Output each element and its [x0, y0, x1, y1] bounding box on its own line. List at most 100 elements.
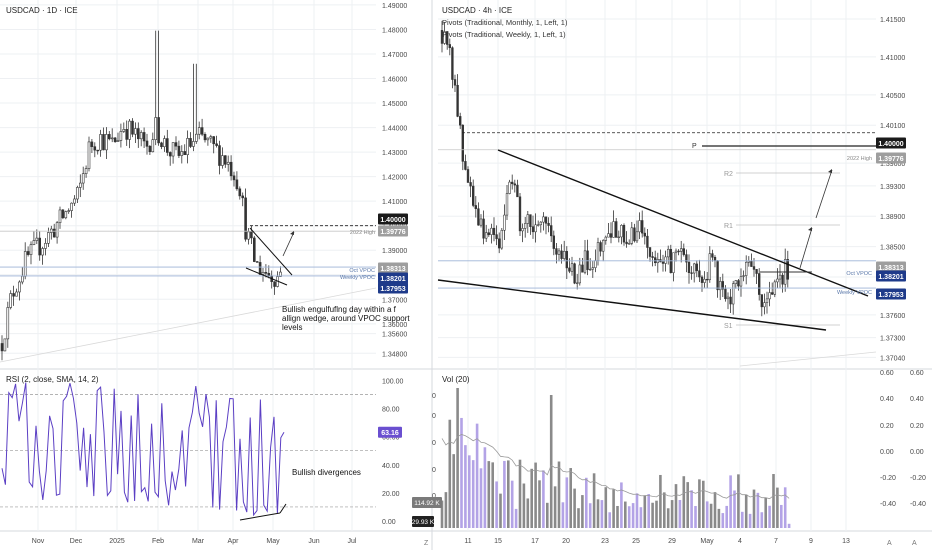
daily-candle-body — [171, 142, 175, 157]
h4-candle-body — [568, 267, 571, 272]
daily-candle-body — [279, 271, 282, 277]
h4-candle-body — [555, 248, 558, 255]
daily-candle-body — [180, 151, 184, 156]
h4-candle-body — [758, 273, 761, 295]
h4-candle-body — [550, 225, 553, 237]
daily-y-tick-label: 1.42000 — [382, 175, 407, 182]
volume-bar — [686, 482, 689, 528]
volume-bar — [627, 506, 631, 528]
daily-candle-body — [244, 197, 247, 240]
daily-candle-body — [99, 134, 102, 151]
daily-candle-body — [67, 210, 70, 212]
h4-candle-body — [526, 214, 529, 224]
h4-projection-arrow-2 — [815, 169, 833, 219]
volume-bar — [655, 500, 658, 528]
bottom-z-label[interactable]: Z — [424, 540, 429, 547]
daily-y-tick-label: 1.41000 — [382, 199, 407, 206]
daily-candle-body — [238, 188, 242, 197]
volume-bar — [678, 500, 682, 528]
volume-bar — [612, 489, 615, 528]
bottom-a-label[interactable]: A — [887, 540, 892, 547]
h4-candle-body — [443, 31, 446, 44]
h4-candle-body — [638, 220, 641, 233]
h4-candle-body — [672, 252, 675, 273]
daily-candle-body — [247, 231, 250, 240]
h4-candle-body — [716, 260, 719, 291]
daily-candle-body — [151, 139, 155, 153]
daily-candle-body — [273, 281, 276, 287]
h4-arrow-head-2 — [828, 169, 832, 173]
h4-candle-body — [492, 227, 496, 235]
volume-bar — [596, 499, 600, 528]
h4-candle-body — [739, 276, 743, 287]
daily-candle-body — [47, 232, 50, 244]
volume-bar — [616, 505, 619, 528]
daily-price-tag: 1.40000 — [380, 217, 405, 224]
h4-candle-body — [594, 260, 597, 268]
daily-price-tag: 1.38313 — [380, 266, 405, 273]
h4-candle-body — [786, 259, 789, 280]
h4-candle-body — [581, 264, 584, 273]
daily-candle-body — [6, 307, 10, 340]
h4-candle-body — [469, 182, 472, 187]
h4-candle-body — [674, 250, 678, 254]
daily-wedge-upper-line — [249, 227, 293, 276]
h4-candle-body — [633, 227, 636, 242]
h4-candle-body — [570, 263, 574, 272]
daily-x-tick-label: Apr — [228, 538, 240, 545]
daily-candle-body — [145, 140, 149, 147]
volume-bar — [542, 470, 545, 528]
daily-candle-body — [15, 291, 18, 297]
daily-candle-body — [38, 237, 42, 256]
h4-candle-body — [521, 228, 524, 232]
volume-bar — [530, 468, 533, 528]
h4-candle-body — [693, 263, 696, 274]
h4-candle-body — [708, 253, 711, 280]
h4-candle-body — [583, 250, 587, 273]
h4-candle-body — [589, 268, 592, 271]
daily-candle-body — [177, 145, 181, 156]
volume-bar — [729, 475, 732, 528]
h4-candle-body — [557, 250, 561, 255]
daily-candle-body — [212, 136, 215, 145]
daily-y-tick-label: 1.45000 — [382, 101, 407, 108]
daily-candle-body — [261, 271, 265, 275]
daily-y-tick-label: 1.46000 — [382, 77, 407, 84]
volume-bar — [468, 455, 471, 528]
h4-price-tag: 1.38313 — [878, 265, 903, 272]
daily-candle-body — [110, 137, 114, 140]
daily-candle-body — [35, 237, 39, 241]
volume-bar — [526, 498, 530, 528]
h4-y-tick-label: 1.41000 — [880, 55, 905, 62]
volume-bar — [460, 417, 463, 528]
h4-candle-body — [706, 278, 709, 281]
daily-x-tick-label: Dec — [70, 538, 83, 545]
h4-candle-body — [635, 231, 639, 242]
volume-bar — [514, 508, 518, 528]
volume-bar — [663, 492, 666, 528]
volume-bar — [744, 494, 748, 528]
daily-oct-vpoc-label: Oct VPOC — [349, 268, 375, 274]
daily-candle-body — [87, 141, 91, 169]
volume-bar — [600, 500, 604, 528]
daily-candle-body — [142, 132, 146, 142]
daily-candle-body — [195, 133, 198, 142]
h4-y-tick-label: 1.38500 — [880, 245, 905, 252]
h4-x-tick-label: 13 — [842, 538, 850, 545]
h4-candle-body — [573, 263, 576, 284]
h4-candle-body — [576, 282, 579, 284]
h4-x-tick-label: 17 — [531, 538, 539, 545]
daily-candle-body — [79, 182, 82, 188]
volume-bar — [709, 503, 713, 528]
daily-candle-body — [96, 149, 99, 152]
daily-candle-body — [3, 338, 7, 352]
daily-price-tag: 1.38201 — [380, 276, 405, 283]
h4-candle-body — [719, 281, 722, 291]
bottom-r-label[interactable]: A — [912, 540, 917, 547]
h4-candle-body — [778, 274, 782, 280]
volume-bar — [581, 495, 584, 528]
volume-bar — [565, 477, 569, 528]
h4-x-tick-label: 20 — [562, 538, 570, 545]
h4-candle-body — [495, 234, 498, 240]
